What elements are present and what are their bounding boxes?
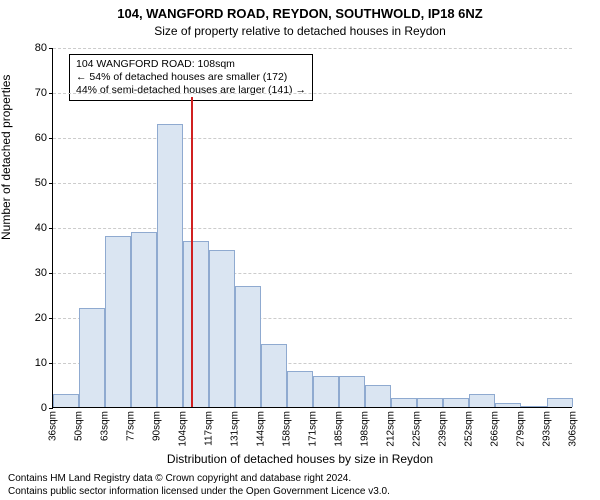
x-tick: 225sqm [412,407,423,447]
page-subtitle: Size of property relative to detached ho… [0,24,600,38]
y-tick: 80 [35,42,53,54]
histogram-bar [183,241,209,408]
x-tick: 198sqm [360,407,371,447]
x-tick: 171sqm [308,407,319,447]
histogram-bar [339,376,365,408]
x-tick: 131sqm [230,407,241,447]
x-tick: 279sqm [516,407,527,447]
marker-line [191,97,193,407]
histogram-bar [443,398,469,407]
y-axis-label: Number of detached properties [0,75,13,240]
histogram-bar [469,394,495,408]
histogram-bar [131,232,157,408]
y-tick: 10 [35,357,53,369]
histogram-bar [547,398,573,407]
grid-line [53,183,572,184]
y-tick: 60 [35,132,53,144]
footer-copyright-2: Contains public sector information licen… [8,486,390,497]
histogram-bar [209,250,235,408]
annot-line1: 104 WANGFORD ROAD: 108sqm [76,58,306,71]
grid-line [53,93,572,94]
y-tick: 50 [35,177,53,189]
histogram-bar [313,376,339,408]
x-tick: 306sqm [568,407,579,447]
page-title: 104, WANGFORD ROAD, REYDON, SOUTHWOLD, I… [0,6,600,21]
histogram-bar [79,308,105,407]
x-tick: 158sqm [282,407,293,447]
marker-annotation: 104 WANGFORD ROAD: 108sqm ← 54% of detac… [69,54,313,101]
histogram-bar [365,385,391,408]
x-tick: 90sqm [152,407,163,441]
x-tick: 293sqm [542,407,553,447]
grid-line [53,48,572,49]
y-tick: 70 [35,87,53,99]
page-root: 104, WANGFORD ROAD, REYDON, SOUTHWOLD, I… [0,0,600,500]
histogram-plot: 104 WANGFORD ROAD: 108sqm ← 54% of detac… [52,48,572,408]
annot-line2: ← 54% of detached houses are smaller (17… [76,71,306,84]
x-axis-label: Distribution of detached houses by size … [0,452,600,466]
footer-copyright-1: Contains HM Land Registry data © Crown c… [8,473,351,484]
histogram-bar [417,398,443,407]
x-tick: 252sqm [464,407,475,447]
x-tick: 77sqm [126,407,137,441]
histogram-bar [105,236,131,407]
x-tick: 212sqm [386,407,397,447]
x-tick: 104sqm [178,407,189,447]
x-tick: 266sqm [490,407,501,447]
histogram-bar [157,124,183,408]
x-tick: 185sqm [334,407,345,447]
y-tick: 30 [35,267,53,279]
x-tick: 50sqm [74,407,85,441]
y-tick: 40 [35,222,53,234]
x-tick: 63sqm [100,407,111,441]
x-tick: 117sqm [204,407,215,446]
grid-line [53,138,572,139]
histogram-bar [287,371,313,407]
histogram-bar [261,344,287,407]
x-tick: 239sqm [438,407,449,447]
histogram-bar [53,394,79,408]
annot-line3: 44% of semi-detached houses are larger (… [76,84,306,97]
histogram-bar [235,286,261,408]
grid-line [53,228,572,229]
x-tick: 144sqm [256,407,267,447]
x-tick: 36sqm [48,407,59,441]
histogram-bar [391,398,417,407]
y-tick: 20 [35,312,53,324]
